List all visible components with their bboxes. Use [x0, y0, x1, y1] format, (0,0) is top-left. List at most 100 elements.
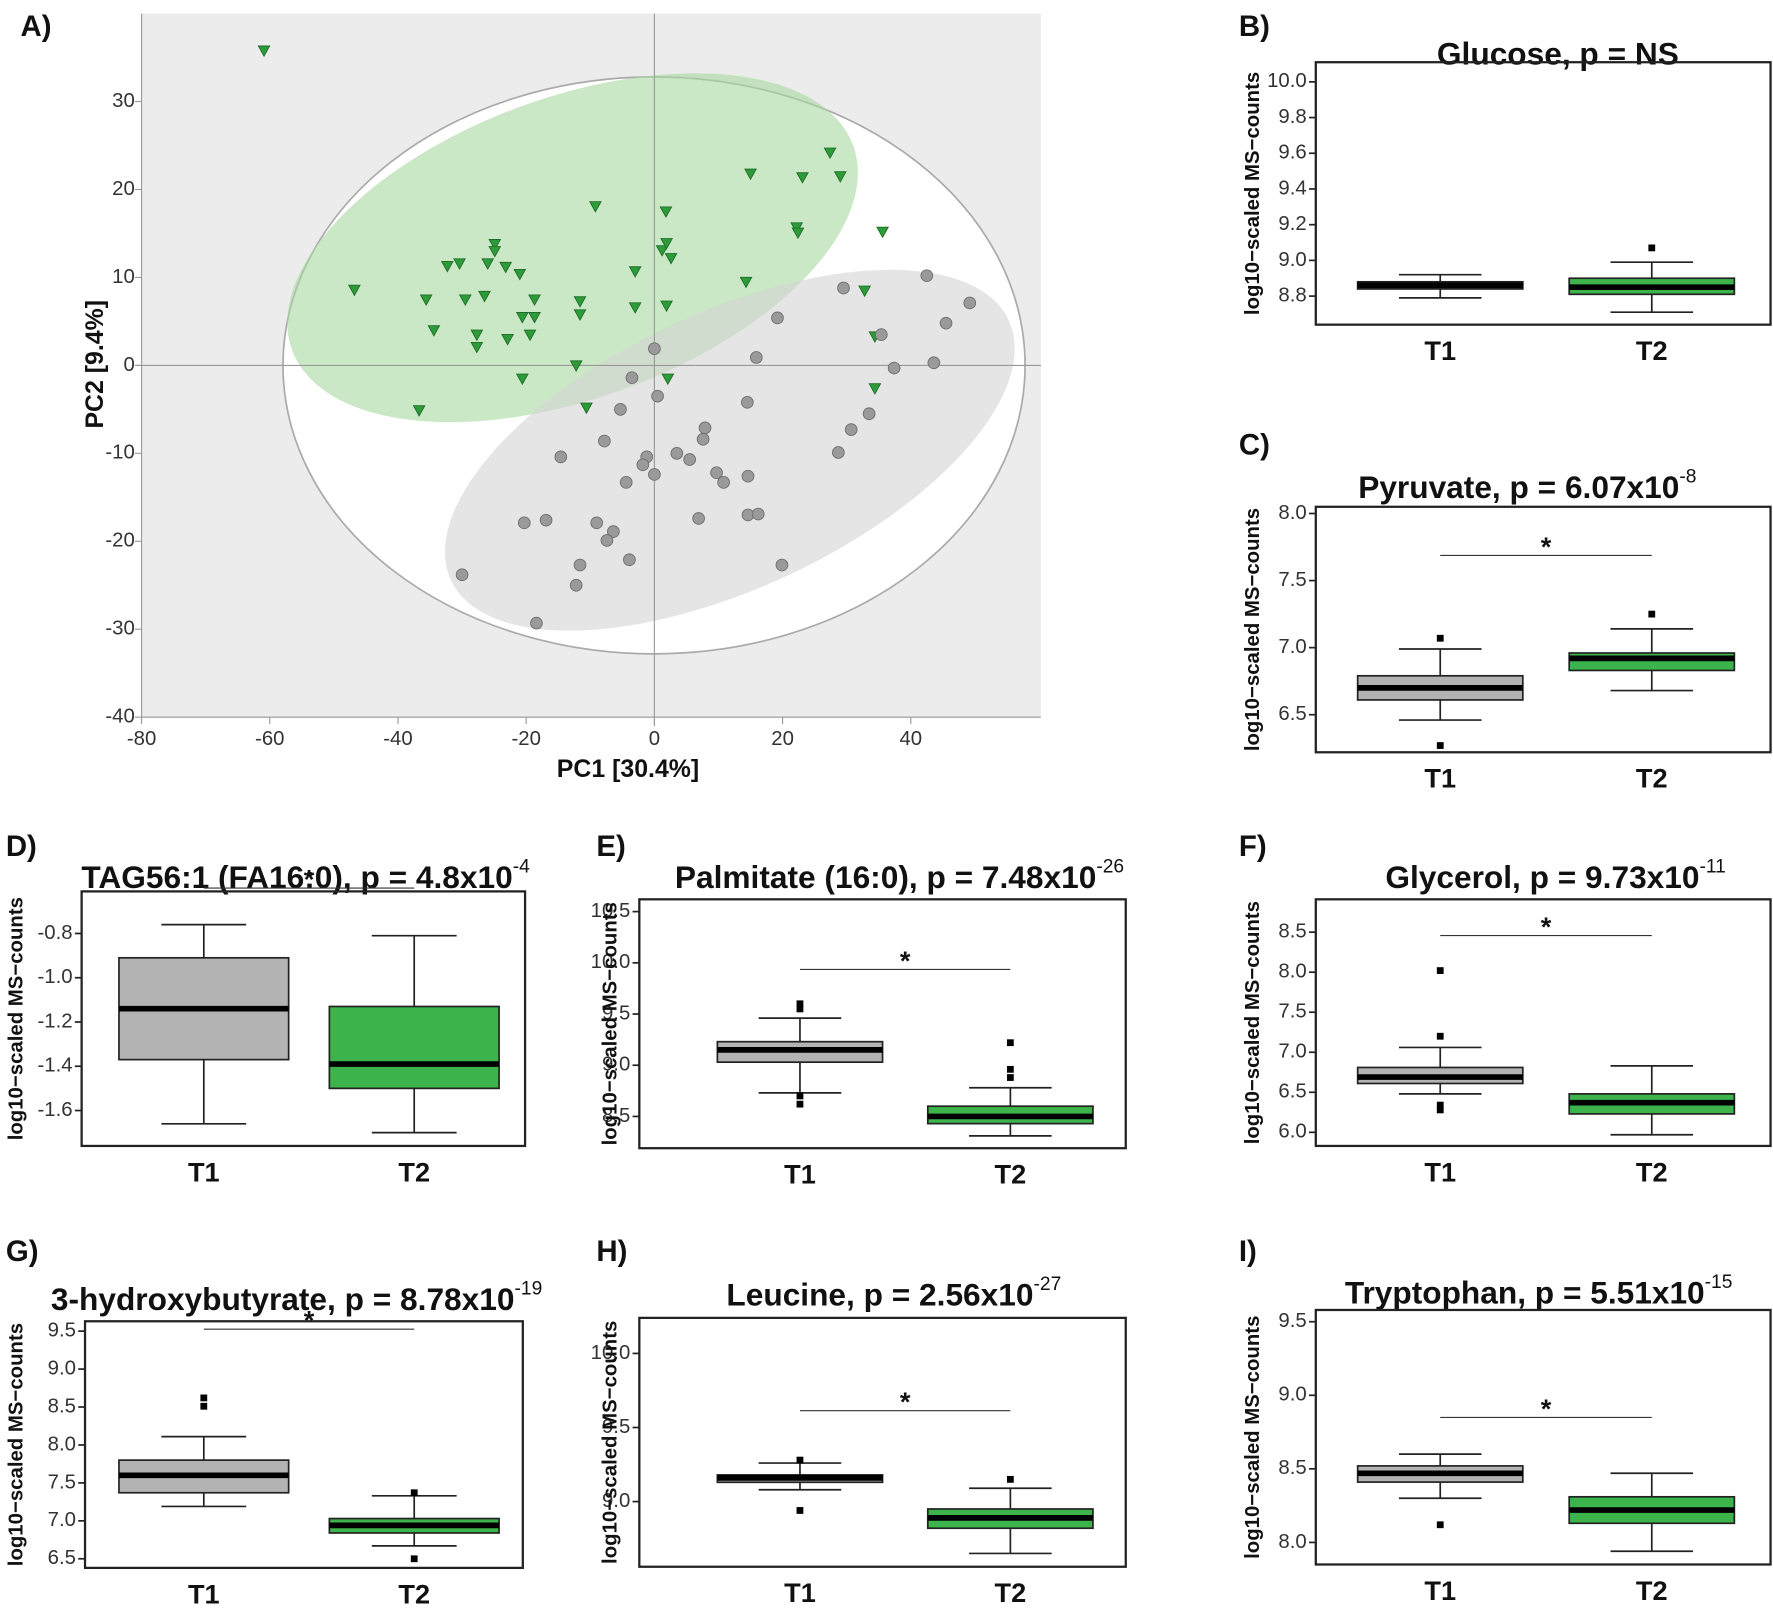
outlier: [1648, 610, 1656, 618]
panel-label: E): [596, 830, 625, 863]
point: [569, 578, 583, 592]
y-tick-label: 7.5: [1278, 1001, 1306, 1023]
y-tick-label: -0.8: [37, 922, 72, 944]
point: [876, 226, 890, 239]
significance-label: *: [900, 945, 911, 976]
point: [670, 447, 684, 460]
point: [455, 568, 469, 582]
significance-label: *: [1541, 911, 1552, 942]
point: [887, 361, 901, 375]
x-tick-label: T1: [1424, 335, 1456, 366]
point: [488, 246, 502, 258]
point: [651, 389, 664, 403]
chart-title: Palmitate (16:0), p = 7.48x10-26: [675, 857, 1124, 896]
point: [517, 516, 531, 530]
point: [481, 258, 495, 270]
point: [636, 458, 650, 472]
outlier: [796, 1005, 804, 1013]
point: [837, 281, 850, 295]
point: [573, 296, 587, 308]
x-tick-label: T2: [398, 1156, 430, 1187]
y-tick-label: 8.0: [1278, 1531, 1306, 1553]
box: [328, 1005, 500, 1090]
x-tick-label: T1: [1424, 763, 1456, 794]
x-tick-label: T1: [784, 1159, 816, 1190]
point: [698, 421, 712, 435]
point: [710, 466, 723, 480]
y-tick-label: -10: [105, 442, 134, 464]
y-axis-title: log10−scaled MS−counts: [599, 902, 621, 1145]
point: [440, 261, 454, 273]
y-axis-title: log10−scaled MS−counts: [1242, 508, 1264, 751]
y-tick-label: -1.0: [37, 966, 72, 988]
x-tick-label: T2: [1636, 1575, 1668, 1606]
outlier: [1436, 1106, 1444, 1114]
y-tick-label: 0: [123, 354, 134, 376]
y-tick-label: 7.5: [1278, 569, 1306, 591]
title-exponent: -26: [1096, 857, 1124, 878]
y-axis-title: log10−scaled MS−counts: [6, 897, 28, 1140]
outlier: [1648, 244, 1656, 252]
point: [515, 373, 529, 386]
outlier: [796, 1456, 804, 1464]
point: [554, 450, 568, 464]
panel-label: I): [1239, 1235, 1257, 1268]
significance-label: *: [1541, 531, 1552, 562]
y-tick-label: 8.8: [1278, 284, 1306, 306]
y-tick-label: 8.0: [48, 1433, 76, 1455]
x-tick-label: T1: [188, 1156, 220, 1187]
group-ellipse: [444, 269, 1015, 631]
point: [920, 269, 934, 283]
y-tick-label: 6.0: [1278, 1121, 1306, 1143]
y-tick-label: 8.5: [48, 1395, 76, 1417]
point: [833, 171, 847, 183]
title-exponent: -11: [1700, 857, 1726, 878]
panel-label: F): [1239, 830, 1267, 863]
y-tick-label: 7.0: [1278, 636, 1306, 658]
y-tick-label: 10.0: [1267, 70, 1307, 92]
point: [874, 328, 888, 341]
point: [661, 373, 675, 386]
point: [580, 402, 593, 415]
point: [660, 238, 673, 250]
y-tick-label: 8.0: [1278, 961, 1306, 983]
plot-frame: [1314, 61, 1772, 326]
outlier: [1006, 1475, 1014, 1483]
chart-title: TAG56:1 (FA16:0), p = 4.8x10-4: [81, 857, 530, 896]
point: [528, 294, 541, 307]
outlier: [796, 1092, 804, 1100]
point: [607, 525, 620, 538]
y-tick-label: 8.5: [1278, 1457, 1306, 1479]
y-tick-label: 6.5: [1278, 1081, 1306, 1103]
x-tick-label: T1: [1424, 1156, 1456, 1187]
point: [628, 266, 642, 278]
outlier: [1006, 1074, 1014, 1081]
y-tick-label: 10.0: [591, 951, 631, 973]
point: [655, 245, 669, 257]
point: [625, 371, 639, 385]
point: [588, 201, 602, 213]
panel-label: G): [6, 1235, 39, 1268]
point: [775, 558, 789, 572]
y-tick-label: -1.6: [37, 1099, 72, 1121]
y-tick-label: 20: [112, 178, 135, 200]
significance-label: *: [900, 1386, 911, 1417]
title-exponent: -19: [514, 1279, 542, 1300]
x-tick-label: T1: [784, 1577, 816, 1608]
x-tick-label: T1: [1424, 1575, 1456, 1606]
x-tick-label: T2: [398, 1578, 430, 1609]
y-tick-label: 9.0: [48, 1357, 76, 1379]
point: [573, 309, 587, 321]
y-axis-title: log10−scaled MS−counts: [599, 1321, 621, 1564]
y-axis-title: log10−scaled MS−counts: [6, 1323, 28, 1566]
panel-label: C): [1239, 429, 1270, 462]
y-tick-label: 8.5: [1278, 921, 1306, 943]
point: [791, 227, 805, 240]
point: [470, 341, 484, 354]
chart-title: Glycerol, p = 9.73x10-11: [1385, 857, 1725, 896]
point: [539, 513, 553, 527]
y-tick-label: 30: [112, 90, 135, 112]
panel-label: H): [596, 1235, 627, 1268]
point: [823, 147, 837, 160]
